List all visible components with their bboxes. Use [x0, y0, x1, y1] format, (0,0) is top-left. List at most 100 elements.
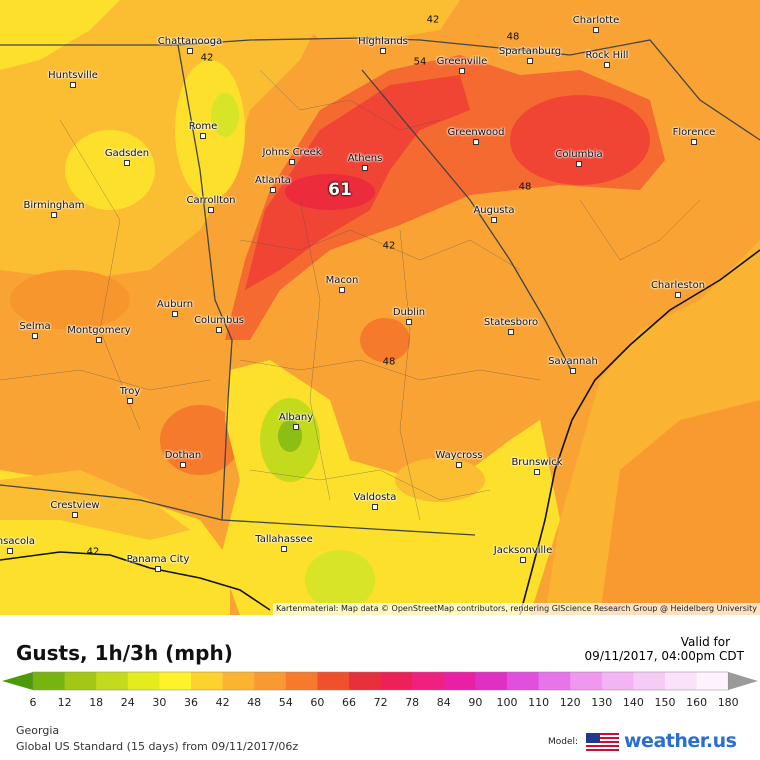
city: Brunswick — [502, 457, 572, 475]
colorbar-segment — [507, 672, 540, 690]
city-name: Spartanburg — [498, 46, 562, 57]
gust-field — [395, 458, 485, 502]
city-name: Athens — [347, 153, 383, 164]
city-dot — [127, 398, 133, 404]
city: Statesboro — [476, 317, 546, 335]
valid-label: Valid for — [680, 635, 730, 649]
gust-field — [0, 0, 120, 70]
city-dot — [124, 160, 130, 166]
city: Albany — [261, 412, 331, 430]
city: Tallahassee — [249, 534, 319, 552]
colorbar-label: 180 — [718, 696, 739, 709]
gust-field — [160, 405, 240, 475]
city-dot — [32, 333, 38, 339]
legend-title: Gusts, 1h/3h (mph) — [16, 641, 233, 665]
city-dot — [593, 27, 599, 33]
colorbar-label: 12 — [58, 696, 72, 709]
county-lines — [0, 69, 701, 521]
colorbar-segment — [538, 672, 571, 690]
city-name: Rock Hill — [585, 50, 629, 61]
colorbar-low-arrow — [2, 672, 33, 690]
contour-label: 42 — [86, 546, 100, 558]
city-dot — [508, 329, 514, 335]
city-dot — [172, 311, 178, 317]
colorbar-segment — [665, 672, 698, 690]
city-dot — [473, 139, 479, 145]
gust-field — [600, 400, 760, 615]
city-name: Highlands — [358, 36, 408, 47]
city-name: Charleston — [650, 280, 706, 291]
city-name: Greenville — [436, 56, 488, 67]
city-name: Macon — [325, 275, 359, 286]
city: Charleston — [643, 280, 713, 298]
city-dot — [293, 424, 299, 430]
city: Gadsden — [92, 148, 162, 166]
city: Augusta — [459, 205, 529, 223]
city-dot — [281, 546, 287, 552]
city-dot — [155, 566, 161, 572]
city: Rome — [168, 121, 238, 139]
city-name: Rome — [188, 121, 218, 132]
city-dot — [180, 462, 186, 468]
city: Rock Hill — [572, 50, 642, 68]
colorbar-label: 150 — [655, 696, 676, 709]
gust-field — [10, 270, 130, 330]
gust-field — [65, 130, 155, 210]
city-name: Waycross — [435, 450, 483, 461]
city-dot — [534, 469, 540, 475]
city-name: Johns Creek — [262, 147, 322, 158]
model-run: Global US Standard (15 days) from 09/11/… — [16, 740, 299, 753]
colorbar-label: 60 — [310, 696, 324, 709]
city: Charlotte — [561, 15, 631, 33]
city-name: Crestview — [50, 500, 100, 511]
colorbar-segment — [633, 672, 666, 690]
colorbar-label: 100 — [497, 696, 518, 709]
colorbar-label: 36 — [184, 696, 198, 709]
city-name: Statesboro — [483, 317, 539, 328]
city: Pensacola — [0, 536, 45, 554]
city-dot — [187, 48, 193, 54]
city-name: Dublin — [392, 307, 426, 318]
city: Jacksonville — [488, 545, 558, 563]
contour-label: 54 — [413, 56, 427, 68]
colorbar-segment — [601, 672, 634, 690]
colorbar-segment — [570, 672, 603, 690]
city-name: Albany — [278, 412, 314, 423]
city: Columbus — [184, 315, 254, 333]
city-name: Carrollton — [186, 195, 236, 206]
city-dot — [380, 48, 386, 54]
city-name: Florence — [672, 127, 716, 138]
city-name: Dothan — [164, 450, 202, 461]
city-name: Columbus — [194, 315, 244, 326]
city-dot — [216, 327, 222, 333]
city-dot — [7, 548, 13, 554]
colorbar-segment — [380, 672, 413, 690]
colorbar-segment — [254, 672, 287, 690]
colorbar-label: 66 — [342, 696, 356, 709]
city-name: Jacksonville — [493, 545, 553, 556]
city-dot — [576, 161, 582, 167]
valid-time: 09/11/2017, 04:00pm CDT — [584, 649, 744, 663]
city-name: Chattanooga — [157, 36, 223, 47]
gust-field — [0, 0, 330, 280]
city: Troy — [95, 386, 165, 404]
gust-field — [305, 550, 375, 610]
city-name: Columbia — [555, 149, 603, 160]
city: Selma — [0, 321, 70, 339]
city-name: Valdosta — [353, 492, 397, 503]
colorbar-label: 6 — [30, 696, 37, 709]
city: Birmingham — [19, 200, 89, 218]
colorbar-frame — [32, 671, 729, 691]
colorbar-label: 72 — [374, 696, 388, 709]
city: Valdosta — [340, 492, 410, 510]
gust-field — [360, 318, 410, 362]
city: Carrollton — [176, 195, 246, 213]
colorbar-segment — [412, 672, 445, 690]
city-dot — [270, 187, 276, 193]
city: Crestview — [40, 500, 110, 518]
colorbar: 6 12 18 24 30 36 42 48 54 60 66 72 78 84 90 100 110 120 13… — [2, 671, 758, 709]
city-dot — [51, 212, 57, 218]
contour-label: 48 — [506, 31, 520, 43]
city-dot — [406, 319, 412, 325]
colorbar-segment — [285, 672, 318, 690]
